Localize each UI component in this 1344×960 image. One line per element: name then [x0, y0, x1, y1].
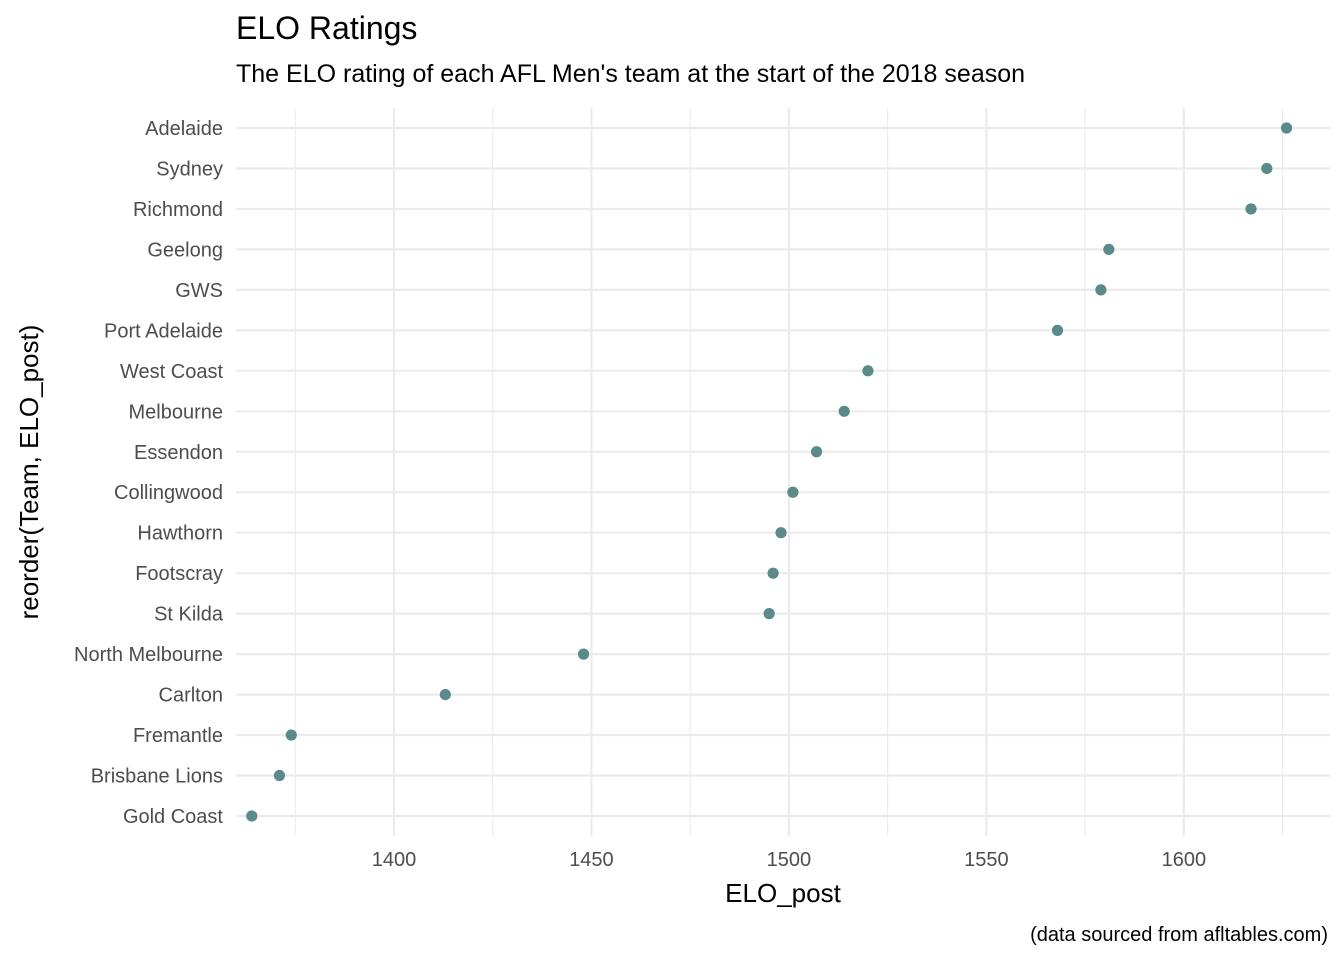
- x-tick-label: 1500: [767, 849, 812, 871]
- y-tick-label: Essendon: [134, 442, 223, 464]
- data-point: [1095, 284, 1107, 296]
- x-tick-label: 1550: [964, 849, 1009, 871]
- data-point: [767, 567, 779, 579]
- y-tick-label: Fremantle: [133, 725, 223, 747]
- y-tick-label: Port Adelaide: [104, 320, 223, 342]
- y-tick-label: Sydney: [156, 158, 223, 180]
- data-point: [1103, 243, 1115, 256]
- chart-subtitle: The ELO rating of each AFL Men's team at…: [236, 60, 1025, 88]
- chart-caption: (data sourced from afltables.com): [1030, 924, 1328, 946]
- y-tick-label: Adelaide: [145, 118, 223, 140]
- x-tick-label: 1450: [569, 849, 614, 871]
- y-tick-label: Melbourne: [128, 401, 223, 423]
- y-tick-label: West Coast: [120, 361, 223, 383]
- points-layer: [246, 122, 1293, 822]
- y-tick-label: St Kilda: [154, 604, 224, 626]
- y-tick-label: Carlton: [159, 685, 223, 707]
- y-tick-label: North Melbourne: [74, 644, 223, 666]
- y-tick-labels: Adelaide Sydney Richmond Geelong GWS Port Ade…: [74, 118, 224, 828]
- data-point: [1051, 324, 1064, 336]
- y-tick-label: Richmond: [133, 199, 223, 221]
- data-point: [285, 729, 297, 741]
- data-point: [838, 405, 850, 417]
- data-point: [787, 486, 799, 498]
- x-tick-label: 1600: [1162, 849, 1207, 871]
- data-point: [246, 810, 258, 822]
- y-tick-label: Footscray: [135, 563, 223, 585]
- y-tick-label: GWS: [175, 280, 223, 302]
- x-tick-label: 1400: [372, 849, 417, 871]
- y-tick-label: Gold Coast: [123, 806, 223, 828]
- chart-title: ELO Ratings: [236, 10, 417, 46]
- grid-layer: [236, 108, 1330, 836]
- y-tick-label: Hawthorn: [137, 523, 223, 545]
- y-tick-label: Geelong: [147, 239, 223, 261]
- data-point: [1245, 203, 1257, 215]
- data-point: [763, 608, 775, 620]
- data-point: [862, 365, 874, 377]
- y-tick-label: Brisbane Lions: [91, 766, 223, 788]
- data-point: [775, 527, 787, 539]
- data-point: [1280, 122, 1293, 134]
- data-point: [577, 648, 590, 660]
- data-point: [273, 769, 286, 782]
- y-tick-label: Collingwood: [114, 482, 223, 504]
- data-point: [439, 688, 451, 701]
- y-axis-title: reorder(Team, ELO_post): [14, 325, 44, 620]
- x-tick-labels: 1400 1450 1500 1550 1600: [372, 849, 1206, 871]
- x-axis-title: ELO_post: [725, 878, 841, 908]
- data-point: [1261, 162, 1273, 175]
- data-point: [810, 446, 823, 458]
